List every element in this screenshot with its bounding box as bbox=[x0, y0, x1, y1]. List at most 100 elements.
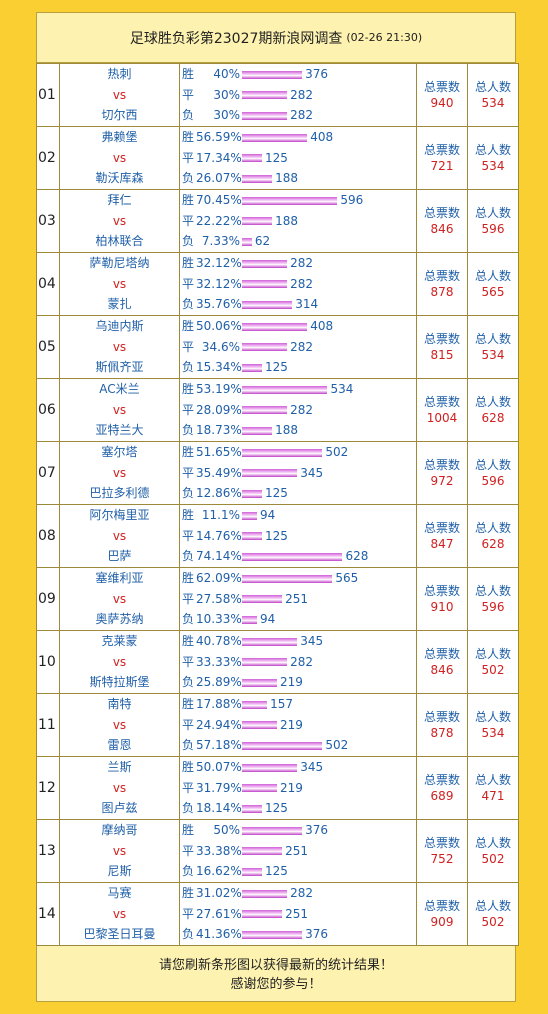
outcome-label: 平 bbox=[182, 402, 195, 417]
total-votes-value: 909 bbox=[430, 915, 454, 929]
vote-count: 188 bbox=[275, 171, 298, 186]
outcome-label: 平 bbox=[182, 528, 195, 543]
home-team: 萨勒尼塔纳 bbox=[89, 256, 150, 271]
match-row: 08 阿尔梅里亚 vs 巴萨胜 11.1% 94 平 14.76% 125 负 74.14% 628 总… bbox=[36, 504, 519, 568]
teams: 南特 vs 雷恩 bbox=[59, 693, 180, 757]
total-votes-value: 815 bbox=[430, 348, 454, 362]
vote-count: 125 bbox=[265, 528, 288, 543]
vs: vs bbox=[112, 780, 127, 795]
total-people-label: 总人数 bbox=[474, 269, 511, 283]
total-votes-label: 总票数 bbox=[423, 332, 460, 346]
outcome: 胜 31.02% 282 bbox=[182, 883, 416, 904]
match-row: 05 乌迪内斯 vs 斯佩齐亚 胜 50.06% 408 平 34.6% 282 负 15.34% 12… bbox=[36, 315, 519, 379]
outcome-label: 胜 bbox=[182, 130, 195, 145]
vote-bar bbox=[242, 658, 288, 666]
total-people-value: 471 bbox=[481, 789, 505, 803]
match-number: 01 bbox=[36, 63, 60, 127]
percentage: 16.62% bbox=[196, 864, 242, 879]
vote-bar bbox=[242, 721, 278, 729]
home-team: AC米兰 bbox=[99, 382, 140, 397]
vote-count: 282 bbox=[290, 886, 314, 901]
percentage: 30% bbox=[213, 87, 240, 102]
outcomes: 胜 50.06% 408 平 34.6% 282 负 15.34% 125 bbox=[179, 315, 417, 379]
match-number: 09 bbox=[36, 567, 60, 631]
total-votes-label: 总票数 bbox=[423, 836, 460, 850]
outcome-label: 负 bbox=[182, 171, 195, 186]
outcome: 胜 53.19% 534 bbox=[182, 379, 416, 400]
total-people: 总人数 534 bbox=[467, 126, 519, 190]
total-people-label: 总人数 bbox=[474, 773, 511, 787]
teams: 兰斯 vs 图卢兹 bbox=[59, 756, 180, 820]
total-people-label: 总人数 bbox=[474, 143, 511, 157]
percentage: 30% bbox=[213, 108, 240, 123]
away-team: 雷恩 bbox=[107, 738, 132, 753]
home-team: 克莱蒙 bbox=[101, 634, 138, 649]
percentage: 50% bbox=[213, 823, 240, 838]
total-votes-value: 878 bbox=[430, 726, 454, 740]
vs: vs bbox=[112, 276, 127, 291]
outcome: 平 35.49% 345 bbox=[182, 463, 416, 484]
total-people: 总人数 502 bbox=[467, 819, 519, 883]
match-row: 03 拜仁 vs 柏林联合 胜 70.45% 596 平 22.22% 188 负 7.33% 62 总票… bbox=[36, 189, 519, 253]
outcome-label: 平 bbox=[182, 717, 195, 732]
total-votes-label: 总票数 bbox=[423, 458, 460, 472]
percentage: 17.34% bbox=[196, 150, 242, 165]
percentage: 14.76% bbox=[196, 528, 242, 543]
outcome: 胜 70.45% 596 bbox=[182, 190, 416, 211]
outcome-label: 胜 bbox=[182, 760, 195, 775]
vote-bar bbox=[242, 174, 273, 183]
total-votes-label: 总票数 bbox=[423, 584, 460, 598]
away-team: 切尔西 bbox=[101, 108, 138, 123]
outcome-label: 胜 bbox=[182, 445, 195, 460]
total-people-value: 628 bbox=[481, 537, 505, 551]
percentage: 35.76% bbox=[196, 297, 242, 312]
match-row: 10 克莱蒙 vs 斯特拉斯堡 胜 40.78% 345 平 33.33% 282 负 25.89% 2… bbox=[36, 630, 519, 694]
vote-count: 534 bbox=[330, 382, 354, 397]
outcome-label: 平 bbox=[182, 150, 195, 165]
vote-bar bbox=[242, 406, 288, 414]
total-people: 总人数 596 bbox=[467, 567, 519, 631]
total-votes: 总票数 815 bbox=[416, 315, 468, 379]
outcome: 负 25.89% 219 bbox=[182, 672, 416, 693]
outcome: 负 35.76% 314 bbox=[182, 294, 416, 315]
vs: vs bbox=[112, 150, 127, 165]
total-votes: 总票数 1004 bbox=[416, 378, 468, 442]
vote-bar bbox=[242, 322, 308, 331]
teams: 阿尔梅里亚 vs 巴萨 bbox=[59, 504, 180, 568]
total-people: 总人数 534 bbox=[467, 315, 519, 379]
outcome-label: 负 bbox=[182, 801, 195, 816]
vote-bar bbox=[242, 637, 298, 646]
vote-bar bbox=[242, 784, 278, 792]
vote-bar bbox=[242, 889, 288, 898]
outcome: 平 27.61% 251 bbox=[182, 904, 416, 925]
vote-bar bbox=[242, 280, 288, 288]
total-votes-label: 总票数 bbox=[423, 80, 460, 94]
vote-count: 125 bbox=[265, 360, 288, 375]
away-team: 奥萨苏纳 bbox=[95, 612, 144, 627]
outcome: 平 27.58% 251 bbox=[182, 589, 416, 610]
vote-count: 125 bbox=[265, 801, 288, 816]
header: 足球胜负彩第23027期新浪网调查 (02-26 21:30) bbox=[36, 12, 516, 63]
total-people-value: 596 bbox=[481, 474, 505, 488]
total-votes-label: 总票数 bbox=[423, 647, 460, 661]
home-team: 摩纳哥 bbox=[101, 823, 138, 838]
percentage: 51.65% bbox=[196, 445, 242, 460]
footer-line: 感谢您的参与！ bbox=[230, 977, 322, 992]
outcome-label: 平 bbox=[182, 276, 195, 291]
total-people-label: 总人数 bbox=[474, 395, 511, 409]
total-people: 总人数 502 bbox=[467, 630, 519, 694]
vote-bar bbox=[242, 847, 283, 855]
percentage: 50.06% bbox=[196, 319, 242, 334]
percentage: 22.22% bbox=[196, 213, 242, 228]
outcome: 平 33.38% 251 bbox=[182, 841, 416, 862]
percentage: 27.61% bbox=[196, 906, 242, 921]
vote-bar bbox=[242, 763, 298, 772]
away-team: 斯特拉斯堡 bbox=[89, 675, 150, 690]
total-people-value: 534 bbox=[481, 348, 505, 362]
match-number: 10 bbox=[36, 630, 60, 694]
vote-count: 502 bbox=[325, 738, 349, 753]
match-number: 04 bbox=[36, 252, 60, 316]
vs: vs bbox=[112, 717, 127, 732]
teams: 马赛 vs 巴黎圣日耳曼 bbox=[59, 882, 180, 946]
